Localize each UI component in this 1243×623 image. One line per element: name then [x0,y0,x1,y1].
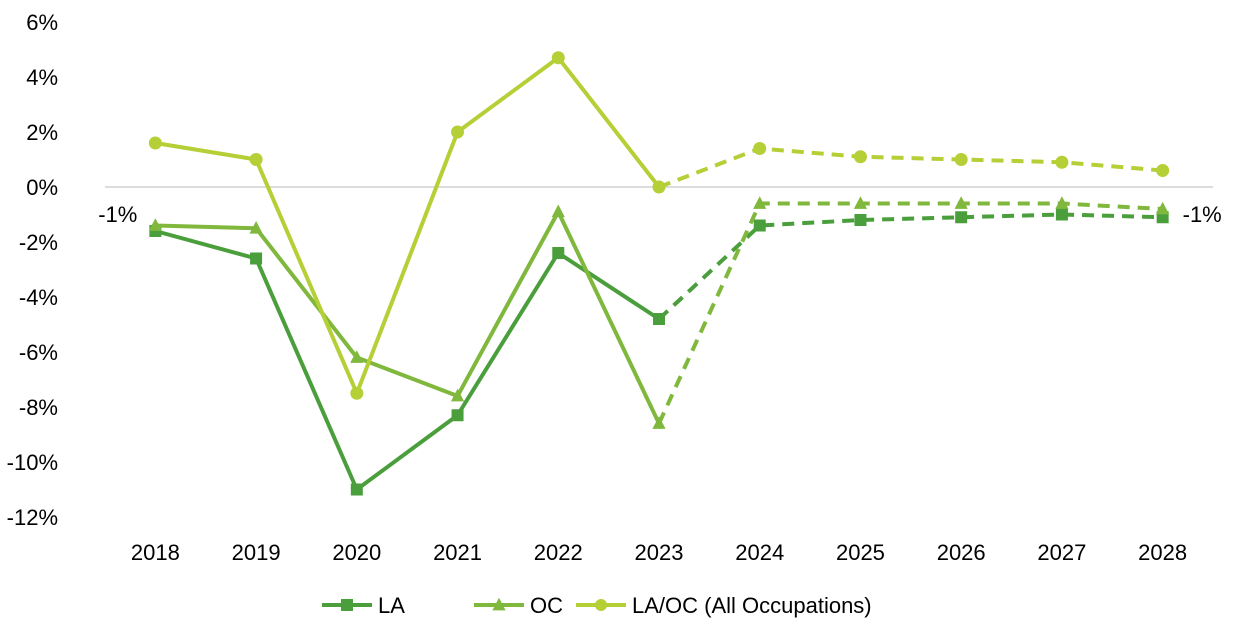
data-point [1156,201,1170,215]
x-tick-label: 2024 [735,540,784,565]
legend-label: OC [530,593,563,618]
data-label: -1% [1183,202,1222,227]
data-point [1055,208,1068,221]
x-tick-label: 2028 [1138,540,1187,565]
data-point [350,386,364,400]
series-la-oc-all-occupations [148,51,1170,400]
y-tick-label: -4% [19,285,58,310]
series-oc [148,196,1170,429]
y-tick-label: -10% [7,450,58,475]
x-tick-label: 2020 [332,540,381,565]
series-line-actual [155,209,661,425]
x-tick-label: 2026 [937,540,986,565]
legend-item: LA/OC (All Occupations) [576,593,872,618]
legend-marker [341,599,353,611]
y-tick-label: 4% [26,65,58,90]
data-point [954,153,968,166]
series-line-projected [658,146,1163,189]
data-point [753,219,766,232]
data-point [450,388,465,402]
y-tick-label: 2% [26,120,58,145]
data-point [148,218,162,231]
y-tick-label: 0% [26,175,58,200]
data-point [250,252,263,265]
y-tick-label: -8% [19,395,58,420]
x-tick-label: 2018 [131,540,180,565]
data-point [854,214,867,226]
legend-label: LA [378,593,405,618]
series-line-actual [154,229,661,492]
data-label: -1% [98,202,137,227]
y-axis-ticks: 6% 4% 2% 0% -2% -4% -6% -8% -10% -12% [7,10,58,530]
y-tick-label: -12% [7,505,58,530]
legend-marker [492,597,506,611]
data-point [350,483,363,496]
x-tick-label: 2027 [1037,540,1086,565]
y-tick-label: 6% [26,10,58,35]
x-tick-label: 2025 [836,540,885,565]
data-point [148,136,162,150]
x-tick-label: 2022 [534,540,583,565]
data-point [653,313,665,325]
data-point [652,416,666,429]
data-point [954,196,968,209]
data-point [551,204,565,218]
data-point [652,180,666,194]
data-point [551,51,565,65]
series-line-actual [155,55,661,396]
data-point [1156,164,1170,177]
x-tick-label: 2023 [635,540,684,565]
data-point [1055,155,1069,169]
data-point [249,153,263,166]
series-line-projected [657,212,1163,321]
data-point [1055,196,1069,209]
data-point [552,247,565,259]
data-point [350,350,364,363]
x-axis-ticks: 2018 2019 2020 2021 2022 2023 2024 2025 2026 2027… [131,540,1187,565]
series-la [149,208,1169,496]
data-point [451,409,464,422]
series-layer [148,51,1170,496]
data-point [753,142,767,155]
x-tick-label: 2019 [232,540,281,565]
legend-item: LA [322,593,405,618]
data-point [853,150,867,164]
data-point [249,221,263,234]
data-point [753,196,767,209]
y-tick-label: -2% [19,230,58,255]
series-line-projected [657,201,1163,425]
data-point [853,196,868,209]
data-point [451,125,465,139]
legend-marker [595,599,607,611]
x-tick-label: 2021 [433,540,482,565]
data-point [955,211,968,224]
y-tick-label: -6% [19,340,58,365]
legend-item: OC [474,593,563,618]
legend: LA OC LA/OC (All Occupations) [322,593,872,618]
legend-label: LA/OC (All Occupations) [632,593,872,618]
data-labels: -1% -1% [98,202,1222,227]
